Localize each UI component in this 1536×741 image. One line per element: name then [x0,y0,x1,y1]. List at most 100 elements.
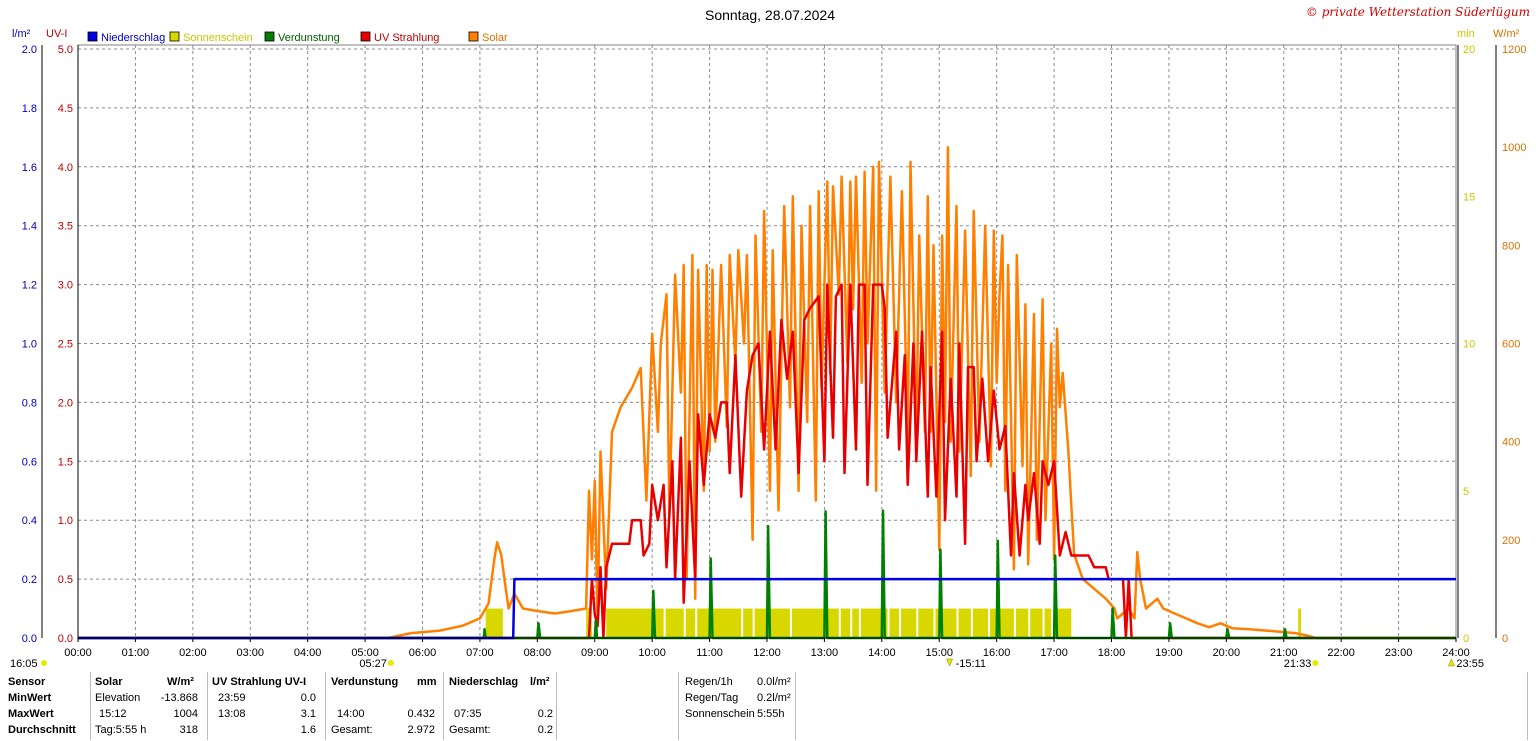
sunshine-gap [850,608,853,638]
table-separator [678,672,679,740]
sunshine-gap [1028,608,1031,638]
sunshine-gap [683,608,686,638]
row-max-uv-time: 13:08 [218,708,246,720]
rain-tick-label: 1.8 [22,103,37,115]
row-avg-rain-time: Gesamt: [449,724,491,736]
rain-tick-label: 1.6 [22,162,37,174]
x-tick-label: 08:00 [524,647,552,659]
min-tick-label: 15 [1463,191,1475,203]
min-tick-label: 0 [1463,633,1469,645]
sunshine-gap [1051,608,1054,638]
legend-label: Sonnenschein [183,32,253,44]
wm2-tick-label: 1000 [1502,142,1526,154]
side-sun-label: Sonnenschein [685,708,755,720]
legend-swatch [169,31,180,42]
moonset-label: 16:05 [10,658,38,668]
row-max-solar-val: 1004 [173,708,198,720]
chart-canvas: 0.0 0.2 0.4 0.6 0.8 1.0 1.2 1.4 1.6 1.8 2.0 0.0 0.5 1… [10,5,1530,668]
wm2-tick-label: 200 [1502,535,1520,547]
uv-tick-label: 1.5 [58,456,73,468]
legend-swatch [468,31,479,42]
sunrise-dot [387,660,394,666]
row-avg-solar-time: Tag:5:55 h [95,724,147,736]
evaporation-line [78,509,1456,640]
x-tick-label: 24:00 [1442,647,1470,659]
uv-tick-label: 4.0 [58,162,73,174]
sunset-dot [1312,660,1319,666]
row-avg-ev-time: Gesamt: [331,724,373,736]
solar-line [78,145,1456,640]
x-tick-label: 19:00 [1155,647,1183,659]
rain-tick-label: 0.6 [22,456,37,468]
wm2-tick-label: 600 [1502,339,1520,351]
table-separator [443,672,444,740]
legend-swatch [360,31,371,42]
chart-series [78,145,1456,640]
uv-tick-label: 3.5 [58,221,73,233]
sunshine-gap [956,608,959,638]
hdr-rain: Niederschlag [449,676,519,688]
side-rain1h-val: 0.0l/m² [757,676,791,688]
sunshine-gap [838,608,841,638]
row-max-solar-time: 15:12 [99,708,127,720]
side-rainday-val: 0.2l/m² [757,692,791,704]
rain-tick-label: 0.0 [22,633,37,645]
legend-label: Niederschlag [101,32,165,44]
moonrise-label: 23:55 [1456,658,1484,668]
axis-unit-uv: UV-I [46,28,67,40]
row-max-label: MaxWert [8,708,54,720]
legend-label: UV Strahlung [374,32,439,44]
side-sun-val: 5:55h [757,708,785,720]
culmination-label: -15:11 [956,658,986,668]
x-tick-label: 09:00 [581,647,609,659]
sunshine-gap [858,608,861,638]
axis-unit-min: min [1457,28,1475,40]
min-tick-label: 20 [1463,44,1475,56]
row-avg-rain-val: 0.2 [537,724,553,736]
chart-title: Sonntag, 28.07.2024 [705,7,835,23]
x-tick-label: 00:00 [64,647,92,659]
moonset-dot [41,660,47,666]
x-tick-label: 14:00 [868,647,896,659]
uv-tick-label: 0.0 [58,633,73,645]
moonrise-icon [1448,658,1455,667]
sunshine-gap [741,608,744,638]
x-tick-label: 11:00 [696,647,723,659]
x-tick-label: 22:00 [1327,647,1355,659]
rain-tick-label: 1.2 [22,280,37,292]
chart-axes [41,45,1497,642]
rain-tick-label: 0.4 [22,515,37,527]
uv-tick-label: 1.0 [58,515,73,527]
side-rainday-label: Regen/Tag [685,692,739,704]
axis-unit-rain: l/m² [12,28,31,40]
uv-tick-label: 3.0 [58,280,73,292]
legend-label: Verdunstung [278,32,340,44]
sunshine-gap [752,608,755,638]
sunshine-bar [606,608,1053,638]
x-tick-label: 02:00 [179,647,207,659]
uv-tick-label: 2.0 [58,397,73,409]
axis-unit-wm2: W/m² [1493,28,1520,40]
row-avg-label: Durchschnitt [8,724,76,736]
uv-tick-label: 0.5 [58,574,73,586]
hdr-solar-unit: W/m² [167,676,194,688]
sunshine-bar [1298,608,1301,638]
row-avg-ev-val: 2.972 [407,724,435,736]
x-tick-label: 20:00 [1213,647,1241,659]
x-tick-label: 17:00 [1040,647,1068,659]
side-rain1h-label: Regen/1h [685,676,733,688]
stats-table: Sensor Solar W/m² UV Strahlung UV-I Verd… [0,668,1536,741]
x-tick-label: 16:00 [983,647,1011,659]
rain-tick-label: 2.0 [22,44,37,56]
x-tick-label: 01:00 [122,647,150,659]
hdr-evap: Verdunstung [331,676,399,688]
culmination-icon [946,658,953,667]
rain-tick-label: 0.8 [22,397,37,409]
rain-tick-label: 1.0 [22,339,37,351]
wm2-tick-label: 400 [1502,437,1520,449]
sunshine-gap [695,608,698,638]
rain-tick-label: 0.2 [22,574,37,586]
wm2-tick-label: 0 [1502,633,1508,645]
table-separator [325,672,326,740]
sunshine-gap [789,608,792,638]
